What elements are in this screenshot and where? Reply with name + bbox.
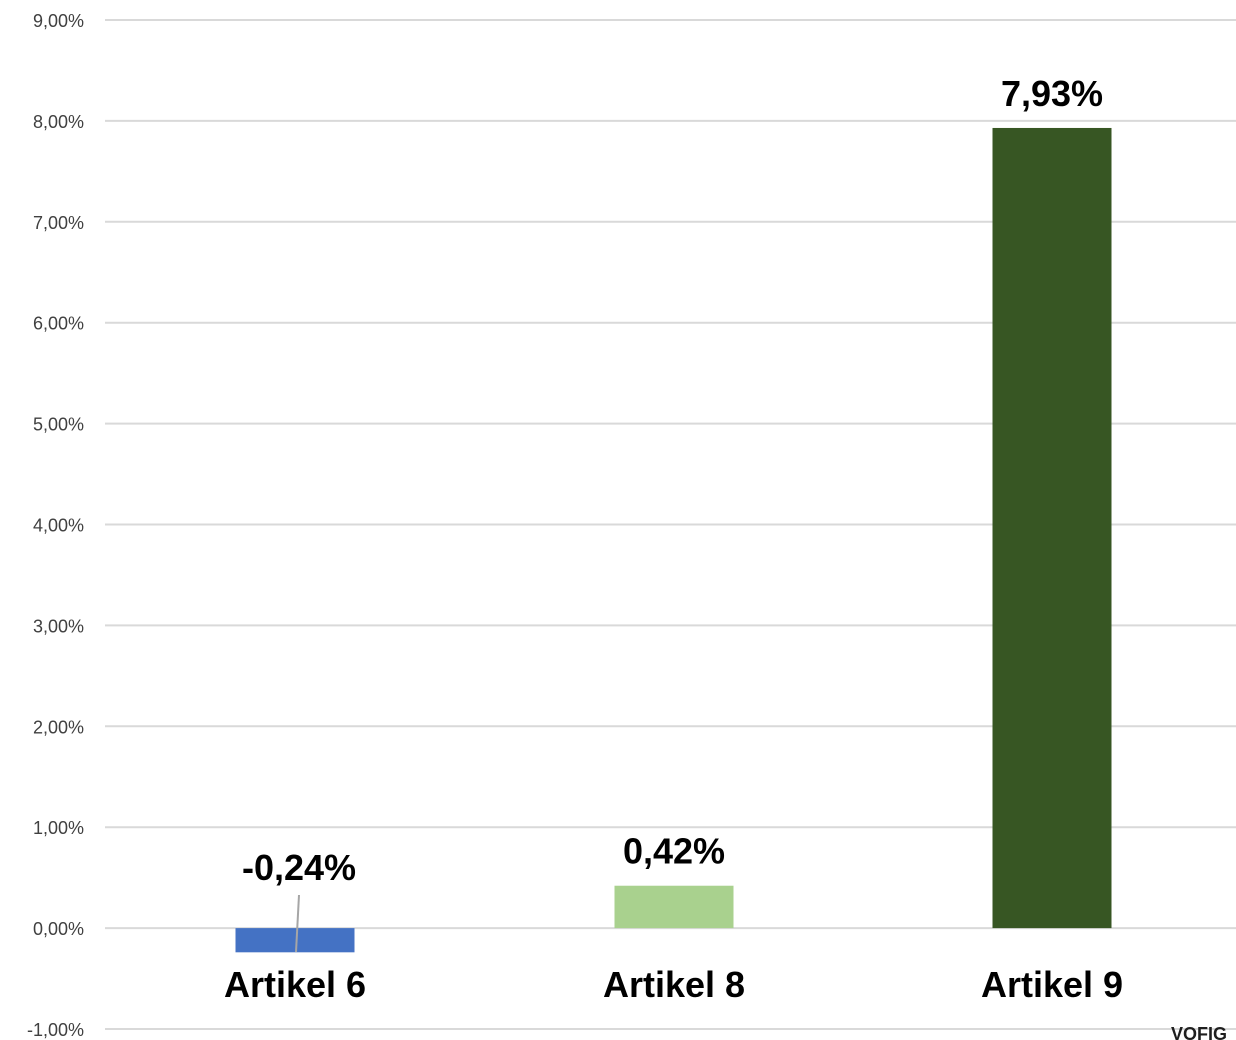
y-tick-label: 7,00% (33, 213, 84, 233)
x-axis: Artikel 6 Artikel 8 Artikel 9 (224, 964, 1123, 1005)
bar-artikel-8 (614, 885, 734, 929)
x-category-label: Artikel 8 (603, 964, 745, 1005)
y-tick-label: 9,00% (33, 11, 84, 31)
y-tick-label: 4,00% (33, 516, 84, 536)
y-tick-label: 0,00% (33, 919, 84, 939)
y-tick-label: 1,00% (33, 818, 84, 838)
y-tick-label: 5,00% (33, 415, 84, 435)
y-tick-label: -1,00% (27, 1020, 84, 1040)
y-tick-label: 3,00% (33, 616, 84, 636)
data-label: 7,93% (1001, 73, 1103, 114)
leader-line (295, 894, 300, 953)
y-tick-label: 6,00% (33, 314, 84, 334)
y-tick-label: 8,00% (33, 112, 84, 132)
data-label: 0,42% (623, 831, 725, 872)
bar-artikel-6 (235, 928, 355, 953)
y-tick-label: 2,00% (33, 717, 84, 737)
y-axis: -1,00% 0,00% 1,00% 2,00% 3,00% 4,00% 5,00% 6,00… (27, 11, 84, 1040)
x-category-label: Artikel 6 (224, 964, 366, 1005)
x-category-label: Artikel 9 (981, 964, 1123, 1005)
data-label: -0,24% (242, 847, 356, 888)
bar-artikel-9 (992, 127, 1112, 929)
bars (235, 127, 1112, 953)
watermark-text: VOFIG (1171, 1024, 1227, 1040)
data-labels: -0,24% 0,42% 7,93% (242, 73, 1103, 953)
